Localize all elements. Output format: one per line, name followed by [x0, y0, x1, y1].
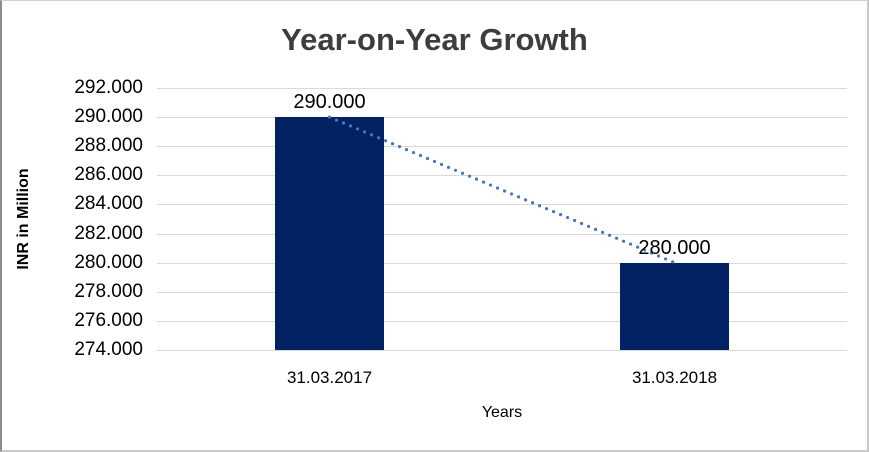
y-tick-label: 282.000	[74, 222, 143, 244]
gridline	[157, 291, 847, 293]
x-axis-title: Years	[481, 404, 523, 421]
y-axis-title: INR in Million	[15, 168, 32, 270]
gridline	[157, 175, 847, 177]
y-tick-label: 290.000	[74, 106, 143, 128]
plot-area: 290.000 280.000	[157, 88, 847, 351]
y-tick-label: 280.000	[74, 251, 143, 273]
gridline	[157, 88, 847, 89]
gridline	[157, 233, 847, 235]
y-tick-label: 284.000	[74, 193, 143, 215]
bar-31.03.2018[interactable]	[620, 262, 729, 350]
x-category-label: 31.03.2017	[286, 368, 373, 387]
data-label: 290.000	[293, 91, 366, 114]
data-label: 280.000	[638, 236, 711, 259]
trendline[interactable]	[157, 88, 847, 350]
x-category-label: 31.03.2018	[631, 368, 718, 387]
y-tick-label: 276.000	[74, 309, 143, 331]
y-tick-label: 286.000	[74, 164, 143, 186]
gridline	[157, 350, 847, 351]
chart-title: Year-on-Year Growth	[281, 22, 588, 57]
gridline	[157, 262, 847, 264]
y-tick-label: 292.000	[74, 77, 143, 98]
gridline	[157, 146, 847, 148]
gridline	[157, 320, 847, 322]
bar-31.03.2017[interactable]	[275, 117, 384, 350]
y-tick-label: 274.000	[74, 339, 143, 360]
gridline	[157, 204, 847, 206]
y-tick-label: 278.000	[74, 280, 143, 302]
gridline	[157, 117, 847, 119]
y-tick-label: 288.000	[74, 135, 143, 157]
